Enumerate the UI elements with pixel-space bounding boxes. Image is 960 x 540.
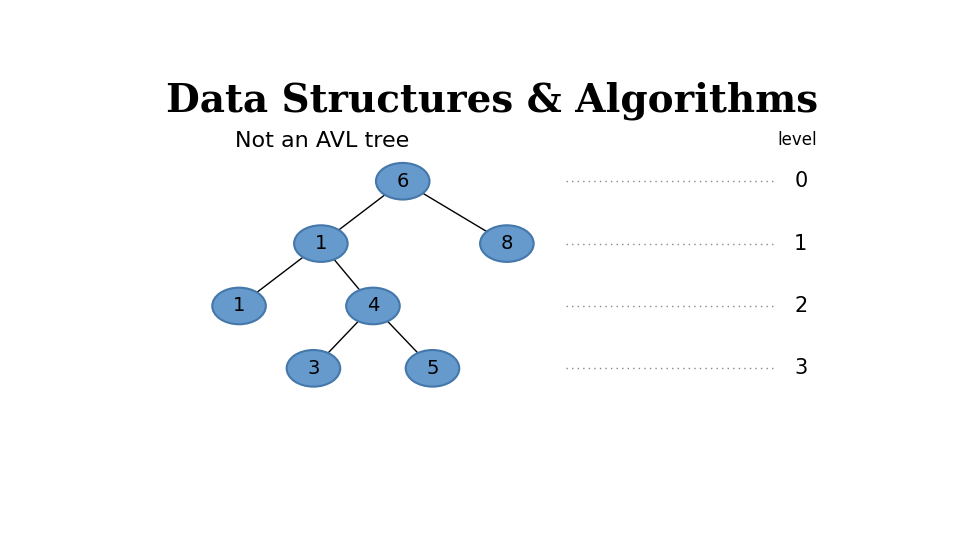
Text: 6: 6 bbox=[396, 172, 409, 191]
Ellipse shape bbox=[294, 225, 348, 262]
Text: 5: 5 bbox=[426, 359, 439, 378]
Text: 3: 3 bbox=[794, 359, 807, 379]
Ellipse shape bbox=[376, 163, 429, 199]
Text: 1: 1 bbox=[794, 234, 807, 254]
Ellipse shape bbox=[480, 225, 534, 262]
Text: 3: 3 bbox=[307, 359, 320, 378]
Text: Data Structures & Algorithms: Data Structures & Algorithms bbox=[166, 82, 818, 120]
Text: 8: 8 bbox=[501, 234, 513, 253]
Ellipse shape bbox=[212, 288, 266, 324]
Text: 2: 2 bbox=[794, 296, 807, 316]
Text: 1: 1 bbox=[233, 296, 245, 315]
Text: 1: 1 bbox=[315, 234, 327, 253]
Text: 0: 0 bbox=[794, 171, 807, 191]
Text: level: level bbox=[778, 131, 817, 150]
Text: Not an AVL tree: Not an AVL tree bbox=[235, 131, 410, 151]
Text: 4: 4 bbox=[367, 296, 379, 315]
Ellipse shape bbox=[347, 288, 399, 324]
Ellipse shape bbox=[406, 350, 459, 387]
Ellipse shape bbox=[287, 350, 340, 387]
